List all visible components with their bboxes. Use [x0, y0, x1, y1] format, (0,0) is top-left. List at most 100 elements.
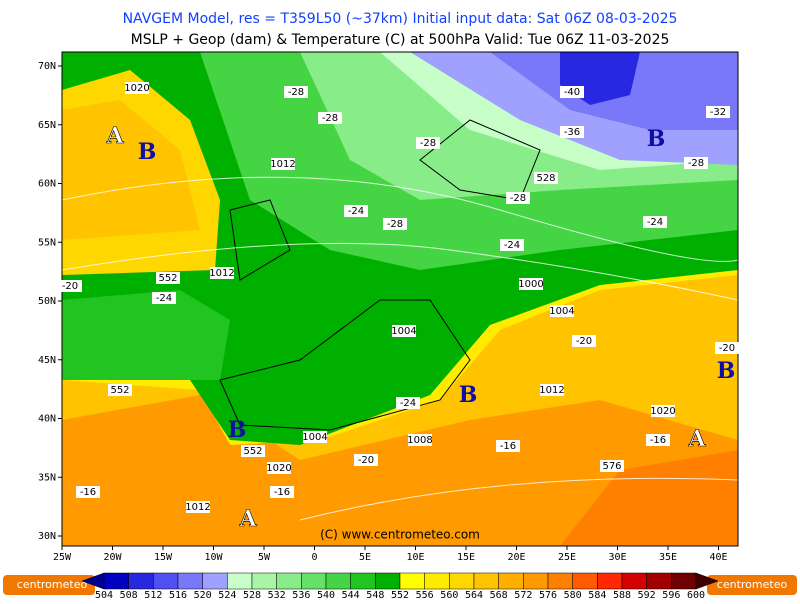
lat-label: 45N: [38, 355, 56, 366]
colorbar-label: 504: [95, 590, 113, 600]
contour-label: -28: [288, 87, 304, 98]
contour-label-bg: [354, 454, 378, 466]
contour-label: -24: [156, 293, 172, 304]
contour-label: -20: [576, 336, 592, 347]
colorbar-label: 584: [588, 590, 606, 600]
contour-label: 552: [243, 446, 262, 457]
contour-label: 1012: [270, 159, 295, 170]
lon-label: 10E: [406, 552, 424, 563]
colorbar-label: 516: [169, 590, 187, 600]
colorbar-label: 572: [514, 590, 532, 600]
contour-label: 528: [536, 173, 555, 184]
colorbar-label: 520: [194, 590, 212, 600]
lon-label: 25E: [558, 552, 576, 563]
pressure-center: B: [717, 358, 736, 384]
contour-label-bg: [534, 172, 558, 184]
contour-label-bg: [560, 126, 584, 138]
logo-left: centrometeo: [3, 575, 95, 595]
colorbar-label: 528: [243, 590, 261, 600]
contour-label-bg: [643, 216, 667, 228]
contour-label-bg: [210, 267, 234, 279]
pressure-center: A: [238, 506, 257, 532]
lat-label: 50N: [38, 296, 56, 307]
colorbar-box: [103, 572, 129, 590]
lat-label: 40N: [38, 414, 56, 425]
copyright: (C) www.centrometeo.com: [320, 528, 480, 542]
contour-label: -20: [358, 455, 374, 466]
colorbar-box: [473, 572, 499, 590]
contour-label-bg: [267, 462, 291, 474]
contour-label: -16: [80, 487, 96, 498]
contour-label-bg: [396, 397, 420, 409]
colorbar-box: [597, 572, 623, 590]
colorbar-box: [177, 572, 203, 590]
colorbar-box: [523, 572, 549, 590]
contour-label-bg: [186, 501, 210, 513]
contour-label: 1004: [302, 432, 327, 443]
contour-label: -16: [650, 435, 666, 446]
contour-label: -40: [564, 87, 580, 98]
contour-label-bg: [600, 460, 624, 472]
colorbar-box: [449, 572, 475, 590]
lat-label: 60N: [38, 179, 56, 190]
colorbar-label: 552: [391, 590, 409, 600]
lon-label: 35E: [659, 552, 677, 563]
field-orange-west: [62, 100, 200, 240]
contour-label: 1020: [124, 83, 149, 94]
lon-label: 10W: [204, 552, 223, 563]
contour-label: -24: [400, 398, 416, 409]
logo-right: centrometeo: [707, 575, 797, 595]
contour-label-bg: [651, 405, 675, 417]
contour-label-bg: [270, 486, 294, 498]
colorbar-box: [128, 572, 154, 590]
lon-label: 30E: [608, 552, 626, 563]
contour-label-bg: [125, 82, 149, 94]
contour-label-bg: [646, 434, 670, 446]
contour-label: -20: [62, 281, 78, 292]
colorbar-label: 596: [662, 590, 680, 600]
coastlines: [219, 119, 541, 431]
colorbar-label: 556: [416, 590, 434, 600]
colorbar-label: 580: [564, 590, 582, 600]
colorbar-box: [301, 572, 327, 590]
colorbar-box: [424, 572, 450, 590]
field-green-west: [62, 290, 230, 380]
colorbar-label: 540: [317, 590, 335, 600]
contour-label-bg: [506, 192, 530, 204]
contour-label: -36: [564, 127, 580, 138]
logo-text: centrometeo: [717, 578, 788, 591]
contour-label: -20: [719, 343, 735, 354]
contour-label-bg: [519, 278, 543, 290]
contour-label: -24: [647, 217, 663, 228]
colorbar-box: [671, 572, 697, 590]
title-line1: NAVGEM Model, res = T359L50 (~37km) Init…: [123, 11, 678, 27]
contour-label: -28: [387, 219, 403, 230]
lon-label: 20W: [103, 552, 122, 563]
contour-label: -16: [500, 441, 516, 452]
contour-label: 1000: [518, 279, 543, 290]
contour-label-bg: [392, 325, 416, 337]
contour-label-bg: [271, 158, 295, 170]
colorbar-box: [547, 572, 573, 590]
contour-label: 1004: [391, 326, 416, 337]
contour-label-bg: [344, 205, 368, 217]
colorbar-label: 600: [687, 590, 705, 600]
field-red-orange: [560, 450, 738, 546]
contour-label-bg: [76, 486, 100, 498]
lon-label: 0: [311, 552, 317, 563]
logo-box: [3, 575, 95, 595]
contour-label-bg: [241, 445, 265, 457]
contour-label-bg: [560, 86, 584, 98]
colorbar-label: 564: [465, 590, 483, 600]
colorbar-label: 588: [613, 590, 631, 600]
lon-label: 20E: [507, 552, 525, 563]
colorbar-box: [399, 572, 425, 590]
map-area: [61, 51, 739, 547]
colorbar-box: [375, 572, 401, 590]
contour-label: 1012: [209, 268, 234, 279]
title-line2: MSLP + Geop (dam) & Temperature (C) at 5…: [131, 32, 670, 48]
pressure-center: B: [459, 382, 478, 408]
map-frame: [61, 51, 739, 547]
contour-label-bg: [318, 112, 342, 124]
